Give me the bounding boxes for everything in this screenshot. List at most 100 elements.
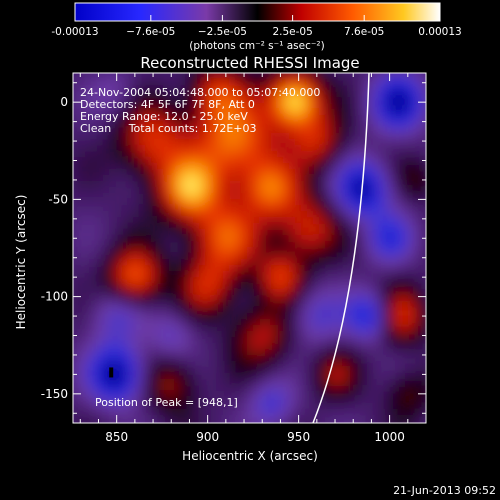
heatmap-cell [79,163,86,170]
heatmap-cell [295,355,302,362]
heatmap-cell [277,193,284,200]
heatmap-cell [169,295,176,302]
heatmap-cell [115,307,122,314]
heatmap-cell [109,151,116,158]
heatmap-cell [205,361,212,368]
heatmap-cell [265,247,272,254]
heatmap-cell [193,361,200,368]
heatmap-cell [199,103,206,110]
heatmap-cell [391,163,398,170]
heatmap-cell [259,175,266,182]
heatmap-cell [115,325,122,332]
heatmap-cell [427,271,434,278]
heatmap-cell [301,343,308,350]
heatmap-cell [421,151,426,158]
heatmap-cell [271,271,278,278]
heatmap-cell [331,397,338,404]
heatmap-cell [289,205,296,212]
heatmap-cell [307,421,314,423]
heatmap-cell [97,397,104,404]
heatmap-cell [337,145,344,152]
heatmap-cell [355,361,362,368]
heatmap-cell [295,367,302,374]
heatmap-cell [271,337,278,344]
heatmap-cell [265,217,272,224]
heatmap-cell [319,373,326,380]
heatmap-cell [205,385,212,392]
heatmap-cell [373,403,380,410]
heatmap-cell [397,379,404,386]
heatmap-cell [139,211,146,218]
heatmap-cell [373,97,380,104]
heatmap-cell [367,265,374,272]
heatmap-cell [373,151,380,158]
heatmap-cell [223,427,230,434]
heatmap-cell [205,343,212,350]
heatmap-cell [301,205,308,212]
heatmap-cell [133,409,140,416]
heatmap-cell [163,145,170,152]
heatmap-cell [355,409,362,416]
heatmap-cell [325,121,332,128]
heatmap-cell [109,235,116,242]
heatmap-cell [79,169,86,176]
heatmap-cell [271,127,278,134]
heatmap-cell [367,109,374,116]
heatmap-cell [367,415,374,422]
heatmap-cell [85,391,92,398]
heatmap-cell [163,355,170,362]
heatmap-cell [217,415,224,422]
heatmap-cell [235,307,242,314]
heatmap-cell [169,307,176,314]
heatmap-cell [301,385,308,392]
heatmap-cell [349,259,356,266]
heatmap-cell [331,379,338,386]
heatmap-cell [241,379,248,386]
heatmap-cell [301,295,308,302]
heatmap-cell [103,367,110,374]
heatmap-cell [223,199,230,206]
heatmap-cell [367,151,374,158]
heatmap-cell [97,361,104,368]
heatmap-cell [295,217,302,224]
heatmap-cell [331,283,338,290]
heatmap-cell [301,421,308,423]
heatmap-cell [403,157,410,164]
heatmap-cell [337,403,344,410]
heatmap-cell [361,145,368,152]
heatmap-cell [229,271,236,278]
heatmap-cell [109,175,116,182]
heatmap-cell [85,109,92,116]
heatmap-cell [247,205,254,212]
heatmap-cell [403,235,410,242]
heatmap-cell [301,409,308,416]
heatmap-cell [391,157,398,164]
heatmap-cell [103,229,110,236]
heatmap-cell [85,265,92,272]
heatmap-cell [367,325,374,332]
heatmap-cell [217,109,224,116]
heatmap-cell [157,103,164,110]
heatmap-cell [337,85,344,92]
heatmap-cell [319,343,326,350]
heatmap-cell [403,289,410,296]
heatmap-cell [85,421,92,423]
heatmap-cell [73,385,80,392]
heatmap-cell [343,163,350,170]
heatmap-cell [403,247,410,254]
heatmap-cell [397,391,404,398]
heatmap-cell [157,343,164,350]
heatmap-cell [163,151,170,158]
heatmap-cell [187,319,194,326]
heatmap-cell [151,253,158,260]
heatmap-cell [235,97,242,104]
heatmap-cell [397,97,404,104]
heatmap-cell [223,85,230,92]
heatmap-cell [97,169,104,176]
heatmap-cell [415,343,422,350]
heatmap-cell [337,391,344,398]
heatmap-cell [103,295,110,302]
heatmap-cell [97,307,104,314]
heatmap-cell [223,121,230,128]
heatmap-cell [427,355,434,362]
